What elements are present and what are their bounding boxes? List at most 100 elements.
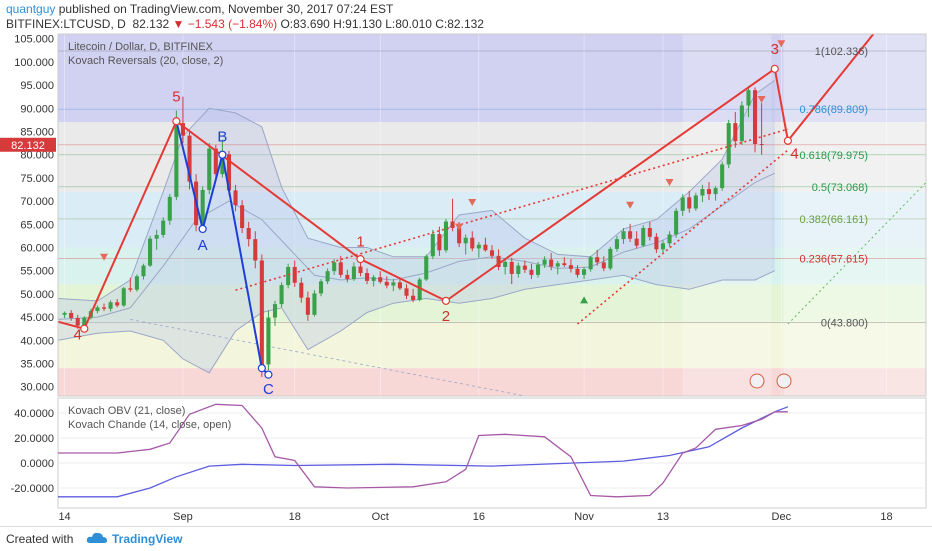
candle-body bbox=[101, 307, 107, 309]
created-with-text: Created with bbox=[6, 532, 74, 546]
sell-signal-triangle bbox=[100, 253, 109, 261]
bollinger-lower bbox=[58, 270, 776, 374]
candle-body bbox=[174, 123, 179, 197]
plot-area: 4 5 A B C 1 2 3 4 1(102.336) 0.786(89.809) 0.618(79… bbox=[58, 34, 926, 396]
x-tick-label: 16 bbox=[473, 511, 485, 523]
candle-body bbox=[292, 266, 297, 283]
candle-body bbox=[167, 196, 172, 221]
candle-body bbox=[358, 266, 363, 274]
y-tick-label: 40.000 bbox=[20, 335, 54, 347]
y-tick-label: 80.000 bbox=[20, 150, 54, 162]
wave-label: B bbox=[217, 129, 227, 146]
candle-body bbox=[312, 293, 317, 315]
candle-body bbox=[325, 271, 330, 282]
bollinger-fill bbox=[58, 80, 775, 373]
candle-body bbox=[141, 265, 146, 277]
candle-body bbox=[240, 205, 245, 228]
candle-body bbox=[417, 279, 422, 300]
wave-label: 3 bbox=[771, 41, 779, 58]
x-tick-label: Dec bbox=[772, 511, 792, 523]
candle-body bbox=[522, 265, 527, 270]
x-tick-label: 13 bbox=[657, 511, 669, 523]
indicator-label: Kovach Reversals (20, close, 2) bbox=[68, 55, 223, 67]
x-tick-label: Sep bbox=[173, 511, 193, 523]
y-tick-label: 100.000 bbox=[14, 57, 54, 69]
sell-signal-triangle bbox=[665, 179, 674, 187]
fib-label: 0(43.800) bbox=[821, 318, 868, 330]
author-name[interactable]: quantguy bbox=[6, 2, 56, 16]
candle-body bbox=[404, 288, 409, 296]
candle-body bbox=[693, 195, 698, 209]
candle-body bbox=[509, 261, 514, 274]
trend-line bbox=[235, 128, 789, 291]
event-badge-icon bbox=[749, 373, 765, 389]
candle-body bbox=[706, 189, 712, 195]
candle-body bbox=[562, 263, 567, 266]
candle-body bbox=[595, 257, 600, 263]
y-tick-label: 70.000 bbox=[20, 196, 54, 208]
candle-body bbox=[279, 285, 284, 305]
candle-body bbox=[568, 265, 573, 269]
x-tick-label: 18 bbox=[289, 511, 301, 523]
y-tick-label: 35.000 bbox=[20, 359, 54, 371]
published-text: published on TradingView.com, November 3… bbox=[58, 2, 394, 16]
footer: Created with TradingView bbox=[0, 526, 932, 551]
osc-tick-label: 20.0000 bbox=[14, 433, 54, 445]
price-chart[interactable]: 4 5 A B C 1 2 3 4 1(102.336) 0.786(89.809) 0.618(79… bbox=[0, 0, 932, 526]
candle-body bbox=[351, 266, 356, 280]
candle-body bbox=[424, 256, 429, 280]
candle-body bbox=[450, 221, 455, 228]
chande-label: Kovach Chande (14, close, open) bbox=[68, 419, 231, 431]
candle-body bbox=[253, 239, 258, 261]
candle-body bbox=[713, 188, 718, 195]
wave-label: 4 bbox=[74, 326, 82, 343]
elliott-impulse-wave bbox=[58, 34, 875, 330]
candle-body bbox=[371, 277, 376, 281]
candle-body bbox=[726, 123, 731, 165]
tradingview-brand[interactable]: TradingView bbox=[112, 532, 183, 546]
osc-tick-label: 0.0000 bbox=[20, 458, 54, 470]
wave-pivot bbox=[770, 64, 779, 73]
y-tick-label: 65.000 bbox=[20, 219, 54, 231]
candle-body bbox=[365, 273, 370, 281]
candle-body bbox=[226, 154, 232, 191]
candle-body bbox=[411, 295, 416, 300]
candle-body bbox=[161, 220, 166, 235]
y-tick-label: 55.000 bbox=[20, 266, 54, 278]
trend-line bbox=[576, 149, 789, 325]
candle-body bbox=[148, 238, 153, 266]
candle-body bbox=[430, 234, 435, 257]
wave-pivot bbox=[264, 370, 273, 379]
candle-body bbox=[601, 262, 606, 269]
wave-pivot bbox=[80, 324, 89, 333]
candle-body bbox=[582, 269, 587, 275]
helper-line bbox=[130, 319, 525, 396]
candle-body bbox=[259, 260, 264, 365]
candle-body bbox=[496, 255, 501, 267]
candle-body bbox=[720, 164, 725, 189]
fib-label: 0.5(73.068) bbox=[812, 182, 868, 194]
sell-signal-triangle bbox=[455, 223, 464, 231]
wave-label: 5 bbox=[172, 88, 180, 105]
candle-body bbox=[318, 281, 324, 294]
fib-label: 0.786(89.809) bbox=[800, 104, 869, 116]
chande-line bbox=[58, 403, 788, 498]
obv-label: Kovach OBV (21, close) bbox=[68, 405, 185, 417]
candle-body bbox=[121, 288, 126, 306]
candle-body bbox=[608, 248, 613, 269]
candle-body bbox=[680, 197, 685, 211]
event-badge-icon bbox=[776, 373, 792, 389]
candle-body bbox=[443, 221, 449, 251]
price-change: ▼ −1.543 (−1.84%) bbox=[172, 17, 278, 31]
y-tick-label: 85.000 bbox=[20, 126, 54, 138]
candle-body bbox=[700, 189, 705, 196]
candle-body bbox=[299, 282, 304, 298]
candle-body bbox=[134, 276, 139, 290]
wave-pivot bbox=[218, 150, 227, 159]
sell-signal-triangle bbox=[468, 199, 477, 207]
candle-body bbox=[628, 231, 633, 239]
candle-body bbox=[154, 234, 159, 239]
sell-signal-triangle bbox=[626, 201, 635, 209]
candle-body bbox=[246, 227, 251, 240]
candle-body bbox=[233, 190, 238, 206]
